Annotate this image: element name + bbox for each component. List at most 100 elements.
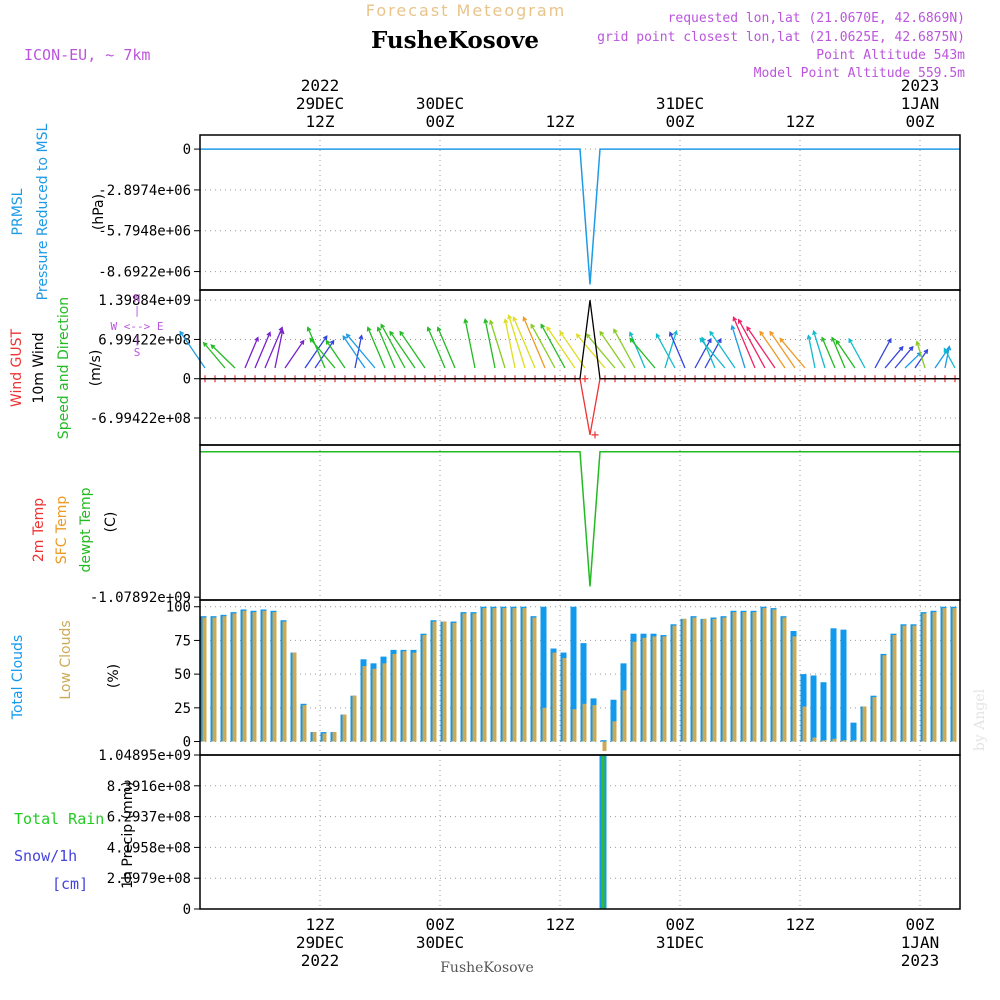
low-cloud-bar xyxy=(752,612,757,742)
time-tick-label: 31DEC xyxy=(656,94,704,113)
low-cloud-bar xyxy=(372,668,377,742)
low-cloud-bar xyxy=(342,714,347,742)
temp-unit: (C) xyxy=(103,512,119,533)
wind-arrow xyxy=(629,337,656,369)
wind-arrow xyxy=(943,347,956,369)
low-cloud-bar xyxy=(272,612,277,742)
low-cloud-bar xyxy=(832,738,837,742)
temperature-y-ticks: -1.07892e+09 xyxy=(90,590,200,606)
wind-arrow xyxy=(244,336,259,369)
low-cloud-bar xyxy=(852,740,857,742)
closest-coords: grid point closest lon,lat (21.0625E, 42… xyxy=(597,30,965,45)
low-cloud-bar xyxy=(242,610,247,742)
time-tick-label: 2023 xyxy=(901,76,940,95)
time-tick-label: 12Z xyxy=(786,915,815,934)
low-cloud-bar xyxy=(262,610,267,742)
low-cloud-bar xyxy=(822,740,827,742)
time-tick-label: 12Z xyxy=(306,112,335,131)
wind-arrow xyxy=(709,330,736,369)
clouds-unit: (%) xyxy=(106,664,122,688)
total-cloud-bar xyxy=(810,675,817,742)
low-cloud-bar xyxy=(732,612,737,742)
pressure-panel: 0 -2.8974e+06 -5.7948e+06 -8.6922e+06 PRMSL… xyxy=(10,123,961,300)
model-altitude: Model Point Altitude 559.5m xyxy=(754,66,965,81)
low-cloud-bar xyxy=(812,737,817,742)
wind-arrow xyxy=(732,316,756,369)
wind-arrow xyxy=(274,328,285,369)
wind-arrow xyxy=(664,329,678,369)
pressure-y-ticks: 0 -2.8974e+06 -5.7948e+06 -8.6922e+06 xyxy=(98,142,200,281)
low-cloud-bar xyxy=(872,697,877,742)
low-cloud-bar xyxy=(722,617,727,742)
wind-arrow xyxy=(730,324,746,369)
low-cloud-bar xyxy=(482,608,487,742)
footer-station: FusheKosove xyxy=(440,960,534,976)
wind-arrow xyxy=(915,340,926,369)
y-tick-label: 1.04895e+09 xyxy=(98,748,191,764)
y-tick-label: 4.1958e+08 xyxy=(107,840,191,856)
low-cloud-bar xyxy=(352,695,357,742)
precip-label-snow: Snow/1h xyxy=(14,847,77,865)
precip-frame xyxy=(199,754,961,910)
wind-arrow xyxy=(894,345,914,369)
precip-label-rain: Total Rain xyxy=(14,810,104,828)
wind-arrow xyxy=(389,330,416,369)
wind-arrow xyxy=(746,326,776,369)
low-cloud-bar xyxy=(602,741,607,751)
total-cloud-bar xyxy=(850,722,857,742)
low-cloud-bar xyxy=(662,636,667,742)
compass-s: S xyxy=(134,346,141,359)
total-cloud-bar xyxy=(830,628,837,742)
product-title: Forecast Meteogram xyxy=(366,1,566,20)
low-cloud-bar xyxy=(702,618,707,742)
time-tick-label: 12Z xyxy=(306,915,335,934)
compass-ns-bar-top: | xyxy=(134,304,141,317)
low-cloud-bar xyxy=(672,625,677,742)
time-tick-label: 31DEC xyxy=(656,933,704,952)
wind-arrow xyxy=(699,337,726,369)
compass-we: W <--> E xyxy=(111,320,164,333)
prmsl-line xyxy=(200,148,960,285)
y-tick-label: 100 xyxy=(166,600,191,616)
low-cloud-bar xyxy=(532,617,537,742)
watermark: by Angel xyxy=(972,688,988,751)
wind-arrow xyxy=(613,328,636,369)
low-cloud-bar xyxy=(472,613,477,742)
wind-arrow xyxy=(769,330,796,369)
wind-arrow xyxy=(436,326,456,369)
temperature-panel: -1.07892e+09 2m Temp SFC Temp dewpt Temp… xyxy=(31,444,961,606)
y-tick-label: 0 xyxy=(183,372,191,388)
wind-y-ticks: 1.39884e+09 6.99422e+08 0 -6.99422e+08 xyxy=(90,293,200,427)
wind-arrow xyxy=(345,333,376,369)
low-cloud-bar xyxy=(642,637,647,742)
precip-bars xyxy=(599,755,607,909)
y-tick-label: 6.2937e+08 xyxy=(107,810,191,826)
low-cloud-bar xyxy=(572,709,577,742)
low-cloud-bar xyxy=(712,618,717,742)
y-tick-label: 75 xyxy=(174,633,191,649)
wind-arrow xyxy=(325,339,346,369)
low-cloud-bar xyxy=(502,608,507,742)
low-cloud-bar xyxy=(512,608,517,742)
wind-speed-line xyxy=(200,300,960,380)
low-cloud-bar xyxy=(902,625,907,742)
compass-n: N xyxy=(134,292,141,305)
y-tick-label: 0 xyxy=(183,142,191,158)
y-tick-label: 6.99422e+08 xyxy=(98,332,191,348)
low-cloud-bar xyxy=(322,733,327,742)
low-cloud-bar xyxy=(652,636,657,742)
wind-arrow xyxy=(540,323,566,369)
temp-label-3: dewpt Temp xyxy=(78,487,94,572)
time-tick-label: 12Z xyxy=(546,112,575,131)
low-cloud-bar xyxy=(202,617,207,742)
low-cloud-bar xyxy=(542,707,547,742)
y-tick-label: -8.6922e+06 xyxy=(98,265,191,281)
clouds-label-1: Total Clouds xyxy=(10,635,26,720)
low-cloud-bar xyxy=(552,652,557,742)
low-cloud-bar xyxy=(592,705,597,742)
time-tick-label: 00Z xyxy=(906,915,935,934)
wind-arrow xyxy=(559,330,586,369)
low-cloud-bar xyxy=(282,621,287,742)
wind-arrow xyxy=(737,318,766,369)
